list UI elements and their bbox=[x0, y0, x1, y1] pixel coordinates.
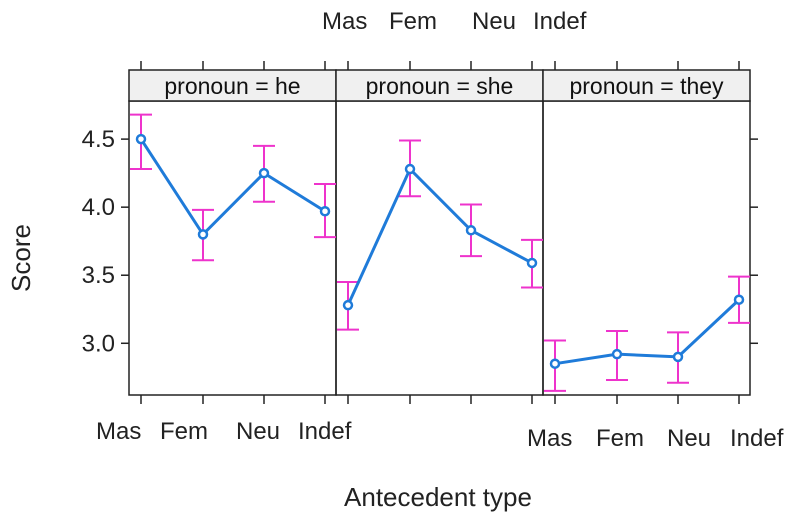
data-point-1-1 bbox=[135, 133, 147, 145]
panel-frame-2 bbox=[335, 100, 544, 396]
x-tick-label-bottom-1-3: Neu bbox=[236, 418, 280, 445]
strip-bg-3 bbox=[542, 69, 751, 102]
x-tick-label-bottom-1-1: Mas bbox=[96, 418, 141, 445]
strip-label-3: pronoun = they bbox=[569, 73, 724, 99]
data-point-2-2 bbox=[404, 163, 416, 175]
x-tick-label-bottom-1-2: Fem bbox=[160, 418, 208, 445]
data-point-1-3 bbox=[258, 167, 270, 179]
data-point-1-2 bbox=[197, 229, 209, 240]
x-axis-title: Antecedent type bbox=[344, 482, 532, 512]
data-point-2-4 bbox=[526, 257, 538, 269]
x-tick-label-bottom-3-2: Fem bbox=[596, 425, 644, 452]
strip-bg-2 bbox=[335, 69, 544, 102]
y-tick-label-2: 3.5 bbox=[82, 262, 115, 289]
x-tick-label-top-2-4: Indef bbox=[533, 8, 587, 35]
y-axis-title: Score bbox=[6, 224, 36, 292]
y-tick-label-3: 4.0 bbox=[82, 194, 115, 221]
panel-strips: pronoun = he pronoun = she pronoun = they bbox=[128, 69, 751, 102]
series-line-2 bbox=[346, 166, 533, 306]
y-tick-label-1: 3.0 bbox=[82, 330, 115, 357]
x-tick-label-bottom-3-3: Neu bbox=[667, 425, 711, 452]
strip-label-1: pronoun = he bbox=[164, 73, 300, 99]
data-point-2-3 bbox=[465, 225, 477, 236]
data-point-3-4 bbox=[733, 294, 745, 305]
y-tick-label-4: 4.5 bbox=[82, 126, 115, 153]
strip-bg-1 bbox=[128, 69, 337, 102]
data-point-1-4 bbox=[319, 206, 331, 217]
data-point-3-1 bbox=[549, 358, 561, 369]
data-point-3-2 bbox=[611, 348, 623, 360]
x-tick-label-top-2-2: Fem bbox=[389, 8, 437, 35]
data-point-3-3 bbox=[672, 351, 684, 363]
x-tick-label-bottom-3-4: Indef bbox=[730, 425, 784, 452]
data-point-2-1 bbox=[342, 299, 354, 311]
x-tick-label-bottom-1-4: Indef bbox=[298, 418, 352, 445]
data-marks bbox=[130, 113, 750, 392]
panel-frame-1 bbox=[128, 100, 337, 396]
panel-frame-3 bbox=[542, 100, 751, 396]
axes: 3.0 3.5 4.0 4.5 Mas Fem Neu Indef Mas Fem Neu Indef… bbox=[82, 8, 784, 452]
strip-label-2: pronoun = she bbox=[366, 73, 514, 99]
panel-frames bbox=[128, 100, 751, 396]
x-tick-label-top-2-1: Mas bbox=[322, 8, 367, 35]
x-tick-label-top-2-3: Neu bbox=[472, 8, 516, 35]
series-line-1 bbox=[139, 138, 326, 237]
x-tick-label-bottom-3-1: Mas bbox=[527, 425, 572, 452]
series-line-3 bbox=[554, 298, 741, 366]
